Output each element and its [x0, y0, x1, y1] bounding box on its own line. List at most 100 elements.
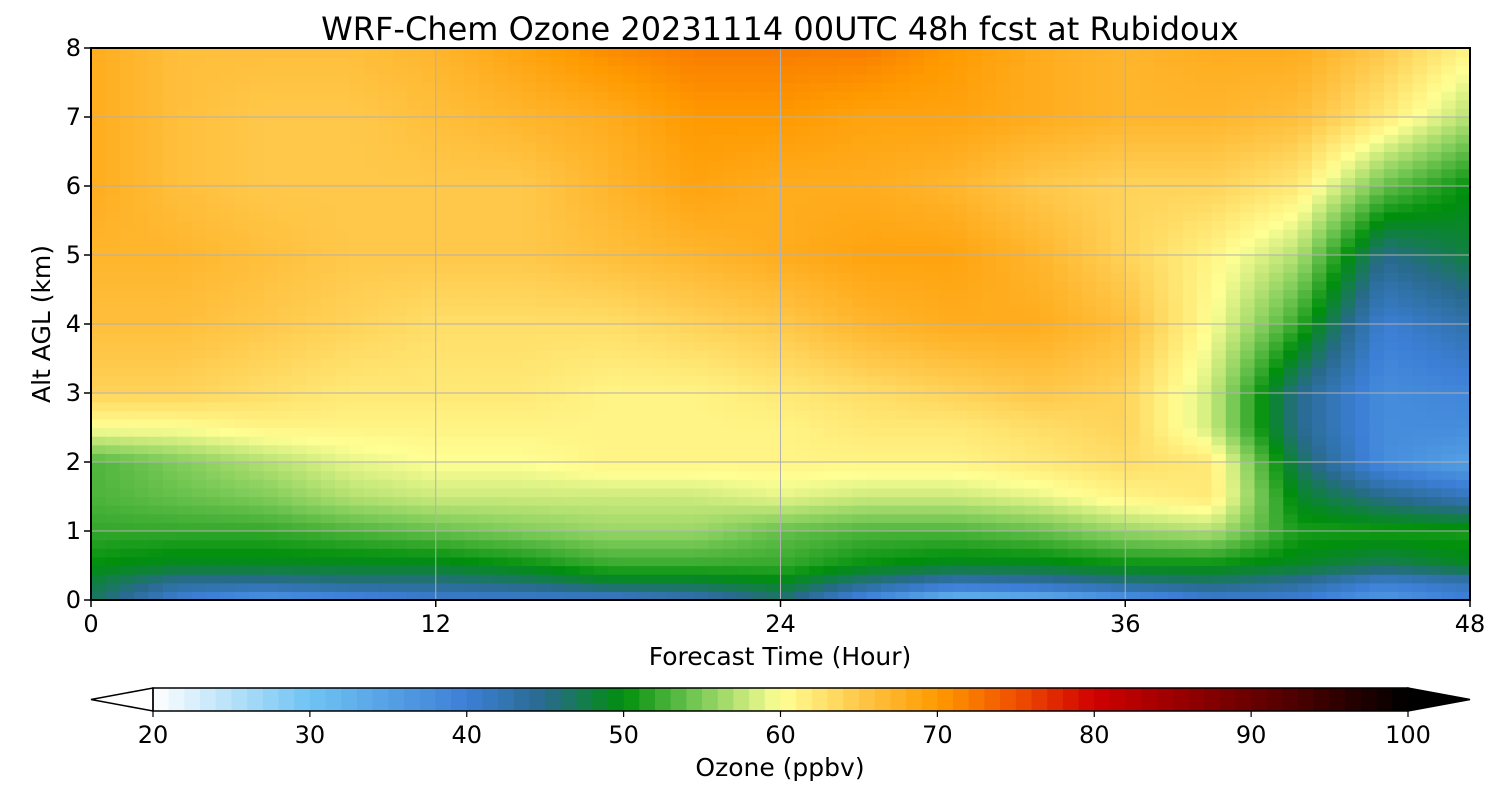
- heatmap-cell: [895, 194, 911, 204]
- heatmap-cell: [766, 522, 782, 532]
- heatmap-cell: [234, 531, 250, 541]
- heatmap-cell: [837, 582, 853, 592]
- heatmap-cell: [679, 574, 695, 584]
- heatmap-cell: [1311, 211, 1327, 222]
- heatmap-cell: [349, 263, 365, 273]
- heatmap-cell: [1254, 151, 1270, 161]
- heatmap-cell: [1311, 574, 1327, 584]
- heatmap-cell: [363, 522, 379, 532]
- heatmap-cell: [119, 341, 135, 351]
- heatmap-cell: [249, 444, 264, 454]
- heatmap-cell: [924, 367, 940, 377]
- heatmap-cell: [1139, 522, 1155, 532]
- heatmap-cell: [105, 160, 121, 170]
- heatmap-cell: [1412, 384, 1428, 394]
- heatmap-cell: [1010, 591, 1026, 601]
- heatmap-cell: [708, 565, 724, 575]
- heatmap-cell: [1355, 556, 1371, 567]
- heatmap-cell: [981, 263, 997, 273]
- heatmap-cell: [435, 324, 451, 334]
- heatmap-cell: [421, 349, 437, 360]
- heatmap-cell: [320, 203, 336, 213]
- heatmap-cell: [1254, 298, 1270, 308]
- heatmap-cell: [134, 418, 150, 429]
- heatmap-cell: [651, 280, 667, 291]
- heatmap-cell: [938, 203, 954, 213]
- heatmap-cell: [593, 160, 609, 170]
- heatmap-cell: [909, 367, 925, 377]
- heatmap-cell: [622, 160, 638, 170]
- heatmap-cell: [895, 151, 911, 161]
- heatmap-cell: [995, 418, 1011, 429]
- heatmap-cell: [521, 220, 537, 230]
- heatmap-cell: [1197, 272, 1213, 282]
- heatmap-cell: [1412, 203, 1428, 213]
- heatmap-cell: [1398, 177, 1414, 187]
- heatmap-cell: [407, 565, 422, 575]
- heatmap-cell: [1383, 229, 1399, 239]
- heatmap-cell: [1010, 548, 1026, 558]
- heatmap-cell: [1283, 574, 1299, 584]
- heatmap-cell: [421, 194, 437, 204]
- heatmap-cell: [1211, 358, 1227, 368]
- heatmap-cell: [1326, 393, 1342, 403]
- heatmap-cell: [723, 255, 738, 265]
- heatmap-cell: [378, 582, 394, 592]
- heatmap-cell: [292, 556, 308, 567]
- heatmap-cell: [852, 556, 868, 567]
- heatmap-cell: [306, 315, 322, 325]
- heatmap-cell: [1398, 203, 1414, 213]
- heatmap-cell: [1211, 522, 1227, 532]
- heatmap-cell: [924, 211, 940, 222]
- heatmap-cell: [608, 306, 624, 316]
- heatmap-cell: [1024, 168, 1040, 178]
- heatmap-cell: [1096, 211, 1112, 222]
- heatmap-cell: [751, 229, 767, 239]
- heatmap-cell: [363, 186, 379, 196]
- heatmap-cell: [909, 177, 925, 187]
- heatmap-cell: [1125, 436, 1141, 446]
- heatmap-cell: [1455, 211, 1471, 222]
- heatmap-cell: [134, 255, 150, 265]
- heatmap-cell: [392, 470, 408, 480]
- heatmap-cell: [1340, 427, 1356, 437]
- heatmap-cell: [1053, 418, 1069, 429]
- heatmap-cell: [1197, 574, 1213, 584]
- heatmap-cell: [392, 194, 408, 204]
- heatmap-cell: [1326, 582, 1342, 592]
- heatmap-cell: [91, 177, 106, 187]
- heatmap-cell: [1182, 255, 1198, 265]
- heatmap-cell: [148, 375, 164, 385]
- heatmap-cell: [306, 306, 322, 316]
- heatmap-cell: [837, 539, 853, 549]
- heatmap-cell: [263, 436, 279, 446]
- heatmap-cell: [1211, 168, 1227, 178]
- heatmap-cell: [1182, 444, 1198, 454]
- heatmap-cell: [938, 418, 954, 429]
- heatmap-cell: [622, 246, 638, 256]
- heatmap-cell: [1240, 539, 1256, 549]
- heatmap-cell: [435, 539, 451, 549]
- heatmap-cell: [1053, 358, 1069, 368]
- heatmap-cell: [177, 453, 193, 463]
- heatmap-cell: [579, 315, 595, 325]
- heatmap-cell: [866, 487, 882, 498]
- heatmap-cell: [1369, 505, 1385, 515]
- heatmap-cell: [1168, 505, 1184, 515]
- heatmap-cell: [1053, 453, 1069, 463]
- heatmap-cell: [1067, 211, 1083, 222]
- heatmap-cell: [809, 565, 825, 575]
- heatmap-cell: [995, 513, 1011, 523]
- heatmap-cell: [105, 505, 121, 515]
- heatmap-cell: [593, 436, 609, 446]
- heatmap-cell: [1053, 160, 1069, 170]
- heatmap-cell: [679, 151, 695, 161]
- heatmap-cell: [277, 263, 293, 273]
- heatmap-cell: [1455, 263, 1471, 273]
- heatmap-cell: [162, 444, 178, 454]
- heatmap-cell: [593, 298, 609, 308]
- heatmap-cell: [1268, 358, 1284, 368]
- heatmap-cell: [593, 427, 609, 437]
- heatmap-cell: [1383, 263, 1399, 273]
- heatmap-cell: [1340, 556, 1356, 567]
